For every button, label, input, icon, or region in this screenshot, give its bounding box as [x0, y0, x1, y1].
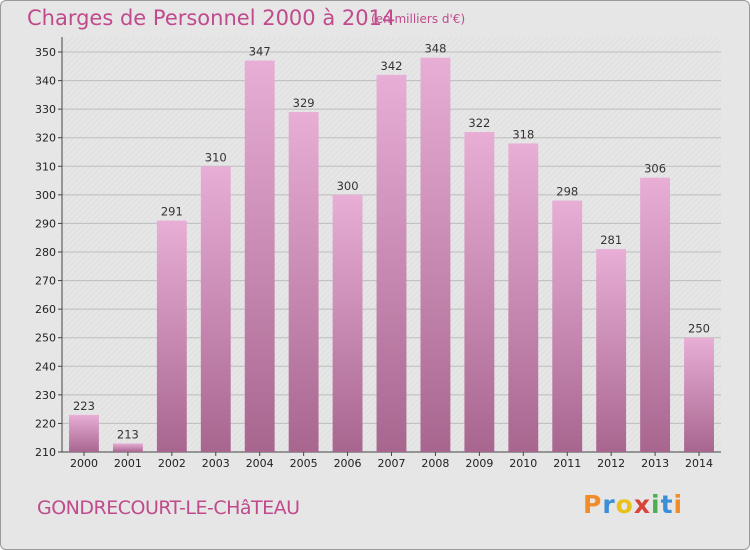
data-label-2003: 310 [205, 150, 227, 164]
data-label-2014: 250 [688, 322, 710, 336]
x-tick-label: 2000 [70, 457, 98, 470]
x-tick-label: 2013 [641, 457, 669, 470]
bar-2010 [508, 143, 539, 452]
bar-2006 [332, 194, 363, 452]
logo-letter: t [660, 490, 674, 519]
x-tick-label: 2003 [202, 457, 230, 470]
data-label-2012: 281 [600, 233, 622, 247]
x-tick-label: 2014 [685, 457, 713, 470]
data-label-2002: 291 [161, 205, 183, 219]
y-tick-label: 250 [35, 332, 56, 345]
bar-2003 [200, 166, 231, 453]
data-label-2004: 347 [249, 45, 271, 59]
y-tick-label: 210 [35, 446, 56, 459]
data-label-2006: 300 [337, 179, 359, 193]
logo-letter: i [651, 490, 661, 519]
bar-2012 [596, 249, 627, 452]
x-tick-label: 2002 [158, 457, 186, 470]
x-tick-label: 2001 [114, 457, 142, 470]
x-tick-label: 2011 [553, 457, 581, 470]
bar-2002 [156, 220, 187, 452]
data-label-2005: 329 [293, 96, 315, 110]
y-tick-label: 220 [35, 417, 56, 430]
y-tick-label: 300 [35, 189, 56, 202]
x-tick-label: 2006 [334, 457, 362, 470]
commune-name: GONDRECOURT-LE-CHâTEAU [37, 497, 300, 519]
y-tick-label: 350 [35, 46, 56, 59]
x-tick-label: 2007 [378, 457, 406, 470]
y-tick-label: 260 [35, 303, 56, 316]
data-label-2000: 223 [73, 399, 95, 413]
y-tick-label: 320 [35, 132, 56, 145]
y-tick-label: 270 [35, 275, 56, 288]
data-label-2007: 342 [381, 59, 403, 73]
bar-2008 [420, 57, 451, 452]
y-tick-label: 240 [35, 360, 56, 373]
bar-2000 [69, 414, 99, 452]
bar-2004 [244, 60, 275, 452]
bar-2007 [376, 74, 407, 452]
data-label-2013: 306 [644, 162, 666, 176]
y-tick-label: 290 [35, 217, 56, 230]
x-tick-label: 2010 [509, 457, 537, 470]
x-tick-label: 2005 [290, 457, 318, 470]
bar-2005 [288, 112, 319, 452]
labels: 223 213 291 310 347 329 300 342 348 322 318 298 281 3… [73, 42, 710, 442]
logo-letter: r [602, 490, 616, 519]
chart-subtitle: (en milliers d'€) [371, 12, 466, 26]
data-label-2009: 322 [468, 116, 490, 130]
x-tick-label: 2008 [421, 457, 449, 470]
bar-2013 [640, 177, 671, 452]
proxiti-logo[interactable]: Proxiti [583, 490, 683, 519]
y-tick-label: 340 [35, 75, 56, 88]
logo-letter: x [633, 490, 651, 519]
y-tick-label: 230 [35, 389, 56, 402]
data-label-2008: 348 [424, 42, 446, 56]
y-tick-label: 330 [35, 103, 56, 116]
data-label-2010: 318 [512, 127, 534, 141]
bars [69, 57, 714, 453]
logo-letter: i [673, 490, 684, 519]
bar-2009 [464, 132, 495, 452]
y-tick-label: 310 [35, 160, 56, 173]
bar-2014 [684, 337, 714, 452]
logo-letter: o [615, 490, 634, 519]
y-tick-label: 280 [35, 246, 56, 259]
data-label-2001: 213 [117, 427, 139, 441]
x-tick-label: 2004 [246, 457, 274, 470]
bar-2011 [552, 200, 583, 452]
bar-2001 [112, 443, 143, 452]
chart-title: Charges de Personnel 2000 à 2014 [27, 6, 396, 30]
logo-letter: P [583, 490, 603, 519]
x-tick-label: 2009 [465, 457, 493, 470]
data-label-2011: 298 [556, 185, 578, 199]
x-tick-label: 2012 [597, 457, 625, 470]
